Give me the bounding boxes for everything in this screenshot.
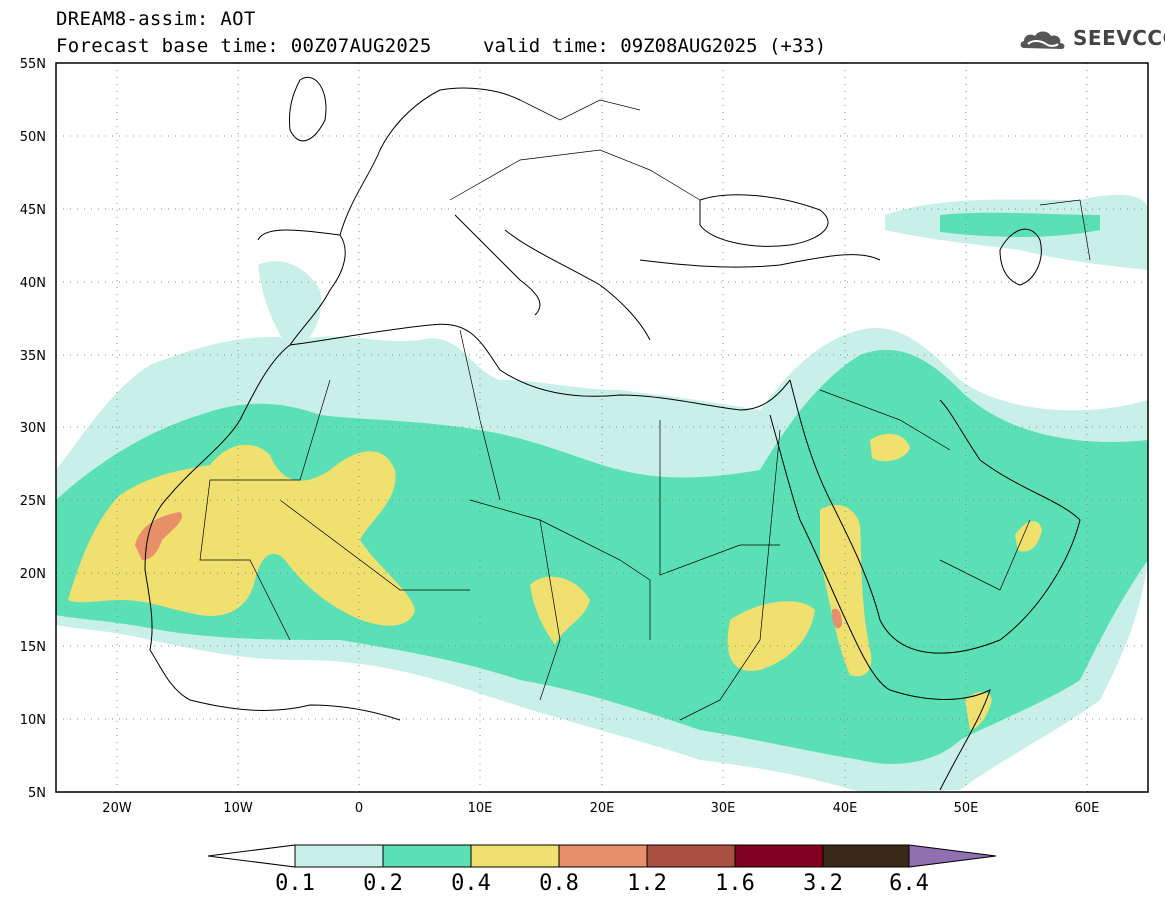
- lat-tick-label: 25N: [20, 494, 46, 509]
- aot-band-0.8: [135, 512, 183, 560]
- forecast-base-time: Forecast base time: 00Z07AUG2025: [56, 35, 432, 57]
- lat-tick-label: 30N: [20, 421, 46, 436]
- coastline-arabia: [789, 379, 1081, 654]
- lon-tick-label: 10E: [468, 801, 493, 816]
- aot-band-0.2-east: [940, 212, 1100, 237]
- lon-tick-label: 30E: [711, 801, 736, 816]
- colorbar-segment: [558, 844, 648, 868]
- aot-band-0.4-west: [68, 444, 415, 626]
- coastline-black-sea: [699, 194, 829, 247]
- colorbar-segment: [734, 844, 824, 868]
- coastline-british-isles: [289, 77, 327, 142]
- lat-tick-label: 15N: [20, 640, 46, 655]
- colorbar-segment: [646, 844, 736, 868]
- colorbar: 0.1 0.2 0.4 0.8 1.2 1.6 3.2 6.4: [207, 844, 997, 896]
- coastline-horn-africa: [889, 689, 991, 791]
- colorbar-label: 0.1: [275, 871, 315, 896]
- colorbar-segment: [470, 844, 560, 868]
- coastlines: [144, 77, 1081, 791]
- coastline-europe: [339, 87, 521, 236]
- colorbar-label: 3.2: [803, 871, 843, 896]
- coastline-mediterranean: [289, 323, 791, 411]
- lat-tick-label: 35N: [20, 349, 46, 364]
- lon-tick-label: 20E: [590, 801, 615, 816]
- grid-lines: [56, 63, 1148, 792]
- coastline-italy: [454, 214, 541, 316]
- coastline-turkey: [639, 254, 881, 268]
- lat-axis: 5N 10N 15N 20N 25N 30N 35N 40N 45N 50N 5…: [20, 57, 46, 801]
- lon-tick-label: 0: [355, 801, 363, 816]
- colorbar-label: 0.2: [363, 871, 403, 896]
- colorbar-label: 1.6: [715, 871, 755, 896]
- coastline-iberia: [257, 229, 346, 346]
- chart-title: DREAM8-assim: AOT: [56, 8, 256, 30]
- coastline-caspian: [999, 228, 1042, 286]
- colorbar-label: 6.4: [889, 871, 929, 896]
- colorbar-segment: [294, 844, 384, 868]
- colorbar-label: 0.8: [539, 871, 579, 896]
- lat-tick-label: 10N: [20, 713, 46, 728]
- lon-tick-label: 10W: [223, 801, 253, 816]
- lon-axis: 20W 10W 0 10E 20E 30E 40E 50E 60E: [102, 801, 1099, 816]
- valid-time: valid time: 09Z08AUG2025 (+33): [483, 35, 827, 57]
- colorbar-segment: [382, 844, 472, 868]
- lon-tick-label: 20W: [102, 801, 132, 816]
- colorbar-over-arrow: [908, 844, 997, 868]
- lat-tick-label: 5N: [28, 786, 46, 801]
- coastline-balkans: [504, 229, 651, 341]
- aot-band-0.4-oman: [1015, 520, 1042, 552]
- lat-tick-label: 50N: [20, 130, 46, 145]
- map-frame: [55, 62, 1149, 793]
- lat-tick-label: 40N: [20, 276, 46, 291]
- lon-tick-label: 50E: [954, 801, 979, 816]
- aot-band-0.8-ethiopia: [832, 608, 842, 629]
- country-borders: [199, 99, 1091, 721]
- aot-band-0.4-chad: [530, 576, 590, 645]
- colorbar-segment: [822, 844, 910, 868]
- cloud-logo-icon: [1020, 31, 1065, 49]
- aot-band-0.1-iberia: [258, 261, 321, 350]
- aot-band-0.4-sudan: [727, 601, 815, 671]
- lat-tick-label: 20N: [20, 567, 46, 582]
- aot-band-0.4-redsea: [820, 505, 872, 677]
- colorbar-under-arrow: [207, 844, 296, 868]
- coastline-red-sea: [769, 414, 891, 691]
- aot-field: [56, 194, 1148, 792]
- lat-tick-label: 45N: [20, 203, 46, 218]
- colorbar-label: 0.4: [451, 871, 491, 896]
- coastline-west-africa: [144, 344, 401, 721]
- lon-tick-label: 60E: [1075, 801, 1100, 816]
- colorbar-label: 1.2: [627, 871, 667, 896]
- lon-tick-label: 40E: [833, 801, 858, 816]
- lat-tick-label: 55N: [20, 57, 46, 72]
- aot-band-0.4-arabia: [870, 433, 910, 462]
- logo-text: SEEVCCC: [1073, 26, 1165, 50]
